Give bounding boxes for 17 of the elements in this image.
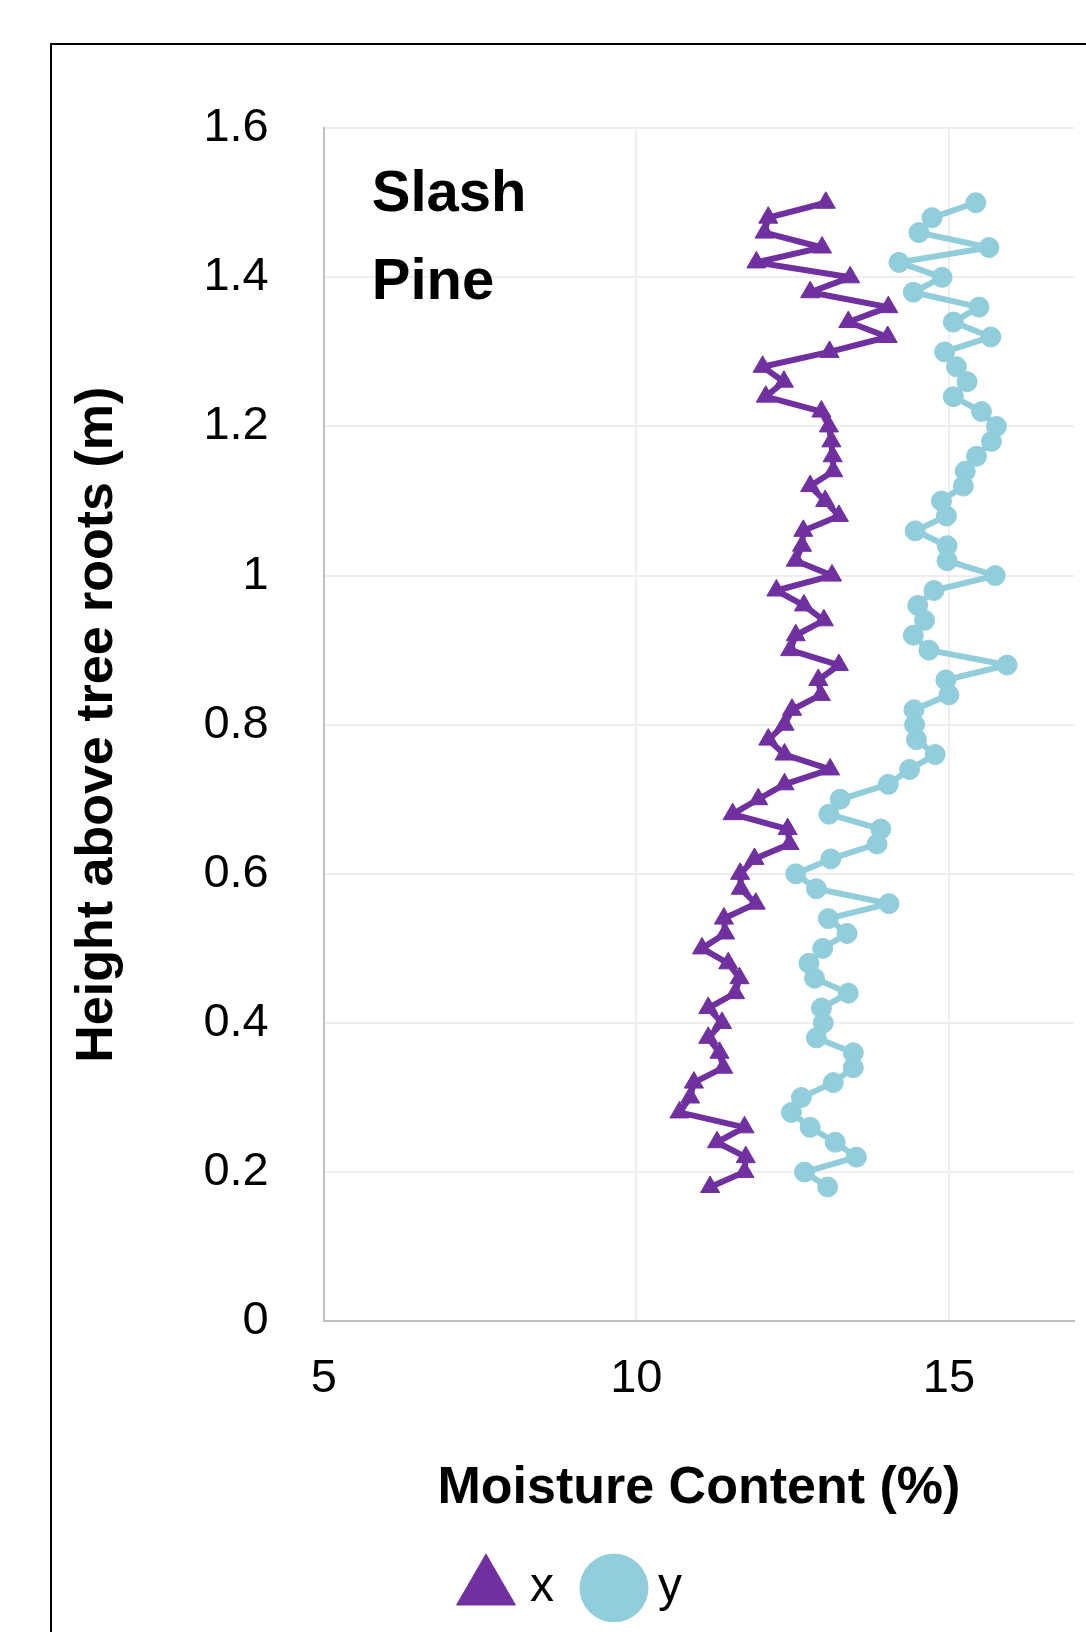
y-tick-label: 0.4 bbox=[203, 992, 269, 1046]
x-tick-label: 10 bbox=[610, 1349, 663, 1403]
legend-label: x bbox=[530, 1558, 554, 1612]
text: Slash Pine bbox=[371, 158, 527, 312]
y-tick-label: 1.2 bbox=[203, 396, 269, 450]
x-tick-label: 5 bbox=[310, 1349, 337, 1403]
y-tick-label: 1 bbox=[242, 545, 269, 599]
y-tick-label: 1.4 bbox=[203, 247, 269, 301]
x-tick-label: 15 bbox=[922, 1349, 976, 1403]
y-tick-label: 0.8 bbox=[203, 694, 269, 748]
y-tick-label: 0 bbox=[242, 1291, 269, 1345]
x-axis-title: Moisture Content (%) bbox=[437, 1456, 961, 1515]
legend-label: y bbox=[658, 1558, 682, 1612]
y-tick-label: 0.2 bbox=[203, 1142, 269, 1196]
y-tick-label: 1.6 bbox=[203, 98, 269, 152]
y-axis-title: Height above tree roots (m) bbox=[64, 386, 123, 1063]
y-tick-label: 0.6 bbox=[203, 843, 269, 897]
